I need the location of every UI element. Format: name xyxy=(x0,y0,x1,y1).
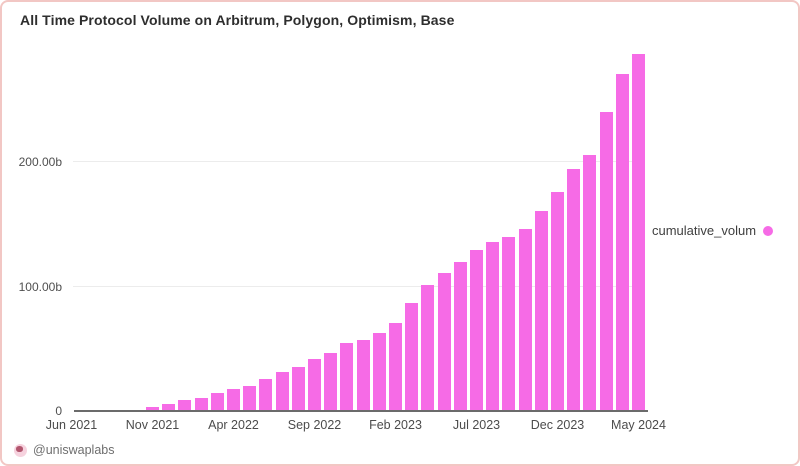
bar-mar-2023[interactable] xyxy=(405,302,419,411)
gridline-200b xyxy=(73,161,645,162)
x-tick-label-may-2024: May 2024 xyxy=(611,418,666,432)
bar-sep-2023[interactable] xyxy=(502,236,516,411)
x-tick-label-nov-2021: Nov 2021 xyxy=(125,418,180,432)
footer: @uniswaplabs xyxy=(14,443,114,457)
bar-mar-2022[interactable] xyxy=(210,392,224,411)
avatar-mark xyxy=(16,445,23,452)
plot-area xyxy=(65,42,648,412)
bar-apr-2024[interactable] xyxy=(615,73,629,411)
bar-nov-2023[interactable] xyxy=(534,210,548,411)
bar-jul-2023[interactable] xyxy=(470,250,483,411)
bar-jun-2023[interactable] xyxy=(453,261,467,411)
bar-jan-2023[interactable] xyxy=(372,332,386,411)
bar-sep-2022[interactable] xyxy=(308,358,321,411)
bar-apr-2022[interactable] xyxy=(227,388,240,411)
bar-jan-2024[interactable] xyxy=(567,169,581,411)
bar-dec-2022[interactable] xyxy=(356,340,370,411)
x-tick-label-apr-2022: Apr 2022 xyxy=(208,418,259,432)
gridline-100b xyxy=(73,285,645,287)
uniswap-avatar-icon xyxy=(14,443,27,457)
legend-dot-icon xyxy=(763,225,774,236)
bar-oct-2023[interactable] xyxy=(518,229,532,411)
bar-apr-2023[interactable] xyxy=(421,285,435,411)
bar-feb-2023[interactable] xyxy=(389,322,402,411)
bar-may-2023[interactable] xyxy=(437,272,451,411)
y-tick-label-100: 100.00b xyxy=(18,279,62,294)
uniswaplabs-handle-link[interactable]: @uniswaplabs xyxy=(33,443,115,457)
bar-nov-2022[interactable] xyxy=(340,342,354,411)
bar-jun-2022[interactable] xyxy=(259,379,273,411)
x-tick-label-jul-2023: Jul 2023 xyxy=(452,418,501,432)
bar-jan-2022[interactable] xyxy=(178,400,192,411)
x-tick-label-dec-2023: Dec 2023 xyxy=(530,418,585,432)
bar-dec-2023[interactable] xyxy=(551,191,564,411)
bar-nov-2021[interactable] xyxy=(146,407,159,411)
legend-item-cumulative-volume[interactable]: cumulative_volum xyxy=(652,223,792,238)
bar-feb-2022[interactable] xyxy=(194,397,208,411)
y-tick-label-200: 200.00b xyxy=(18,155,62,169)
bar-may-2024[interactable] xyxy=(632,53,645,411)
bar-jul-2022[interactable] xyxy=(275,372,289,411)
y-tick-label-0: 0 xyxy=(55,404,62,418)
x-axis-labels: Jun 2021 Nov 2021 Apr 2022 Sep 2022 Feb 2023… xyxy=(2,418,798,436)
x-axis-line xyxy=(74,410,648,412)
bar-oct-2022[interactable] xyxy=(324,353,338,411)
bar-mar-2024[interactable] xyxy=(599,112,613,411)
x-tick-label-jun-2021: Jun 2021 xyxy=(45,418,98,432)
bar-dec-2021[interactable] xyxy=(162,404,176,411)
bar-aug-2022[interactable] xyxy=(291,367,305,411)
bar-may-2022[interactable] xyxy=(243,386,257,411)
legend: cumulative_volum xyxy=(652,223,792,238)
bar-feb-2024[interactable] xyxy=(583,154,597,411)
bar-aug-2023[interactable] xyxy=(486,241,500,411)
y-axis-labels: 0 100.00b 200.00b xyxy=(2,2,62,464)
x-tick-label-feb-2023: Feb 2023 xyxy=(369,418,422,432)
chart-title: All Time Protocol Volume on Arbitrum, Po… xyxy=(20,12,455,28)
legend-label: cumulative_volum xyxy=(652,223,757,238)
x-tick-label-sep-2022: Sep 2022 xyxy=(287,418,342,432)
